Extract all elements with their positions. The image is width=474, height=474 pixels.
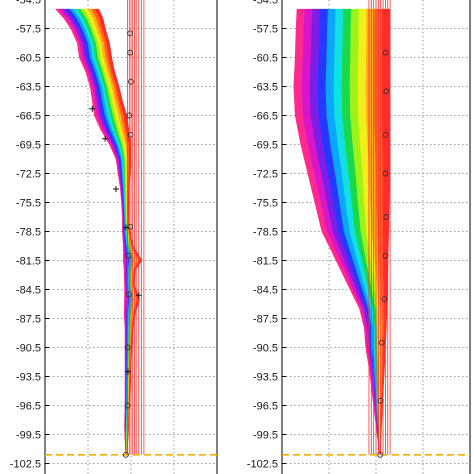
plus-marker (112, 185, 119, 192)
y-tick-label: -90.5 (16, 343, 41, 355)
circle-marker (128, 78, 134, 85)
y-tick-label: -75.5 (253, 198, 278, 210)
circle-marker (383, 88, 390, 95)
y-tick-label: -96.5 (16, 401, 41, 413)
y-tick-label: -93.5 (16, 372, 41, 384)
circle-marker (377, 451, 384, 458)
circle-marker (382, 170, 389, 177)
y-tick-label-top: -54.5 (16, 0, 41, 7)
circle-marker (127, 30, 134, 37)
circle-marker (382, 131, 389, 138)
circle-marker (125, 252, 132, 259)
y-tick-label-top: -54.5 (253, 0, 278, 7)
plus-marker (122, 224, 129, 231)
circle-marker (378, 339, 385, 346)
y-tick-label: -63.5 (16, 82, 41, 94)
y-tick-label: -78.5 (16, 227, 41, 239)
y-tick-label: -66.5 (16, 111, 41, 123)
plus-marker (89, 105, 96, 112)
y-tick-label: -60.5 (253, 53, 278, 65)
y-tick-label: -90.5 (253, 343, 278, 355)
y-tick-label: -69.5 (253, 140, 278, 152)
y-tick-label: -57.5 (16, 24, 41, 36)
circle-marker (127, 131, 134, 138)
plus-marker (135, 292, 142, 299)
y-tick-label: -84.5 (253, 285, 278, 297)
y-tick-label: -102.5 (247, 459, 278, 471)
circle-marker (126, 112, 133, 119)
y-tick-label: -81.5 (253, 256, 278, 268)
y-tick-label: -81.5 (16, 256, 41, 268)
y-tick-label: -96.5 (253, 401, 278, 413)
circle-marker (122, 451, 129, 458)
circle-marker (127, 223, 134, 230)
left-panel: -57.5 -60.5 -63.5 -66.5 -69.5 -72.5 -75.5 -78.5… (10, 0, 218, 474)
circle-marker (382, 252, 389, 259)
right-panel: -57.5 -60.5 -63.5 -66.5 -69.5 -72.5 -75.5 -78.5… (247, 0, 471, 474)
y-tick-label: -57.5 (253, 24, 278, 36)
plus-marker (102, 135, 109, 142)
y-tick-label: -69.5 (16, 140, 41, 152)
y-tick-label: -99.5 (16, 430, 41, 442)
y-tick-label: -84.5 (16, 285, 41, 297)
y-tick-label: -78.5 (253, 227, 278, 239)
circle-marker (377, 397, 384, 404)
circle-marker (127, 49, 134, 56)
y-tick-label: -60.5 (16, 53, 41, 65)
y-tick-label: -72.5 (16, 169, 41, 181)
y-tick-label: -75.5 (16, 198, 41, 210)
y-tick-label: -87.5 (253, 314, 278, 326)
y-tick-label: -93.5 (253, 372, 278, 384)
circle-marker (382, 49, 389, 56)
y-tick-label: -87.5 (16, 314, 41, 326)
y-tick-label: -72.5 (253, 169, 278, 181)
plus-marker (124, 368, 131, 375)
y-tick-label: -66.5 (253, 111, 278, 123)
y-tick-label: -102.5 (10, 459, 41, 471)
circle-marker (381, 296, 388, 303)
y-tick-label: -63.5 (253, 82, 278, 94)
circle-marker (124, 402, 131, 409)
y-tick-label: -99.5 (253, 430, 278, 442)
circle-marker (125, 291, 132, 298)
circle-marker (383, 214, 390, 220)
circle-marker (124, 344, 131, 351)
